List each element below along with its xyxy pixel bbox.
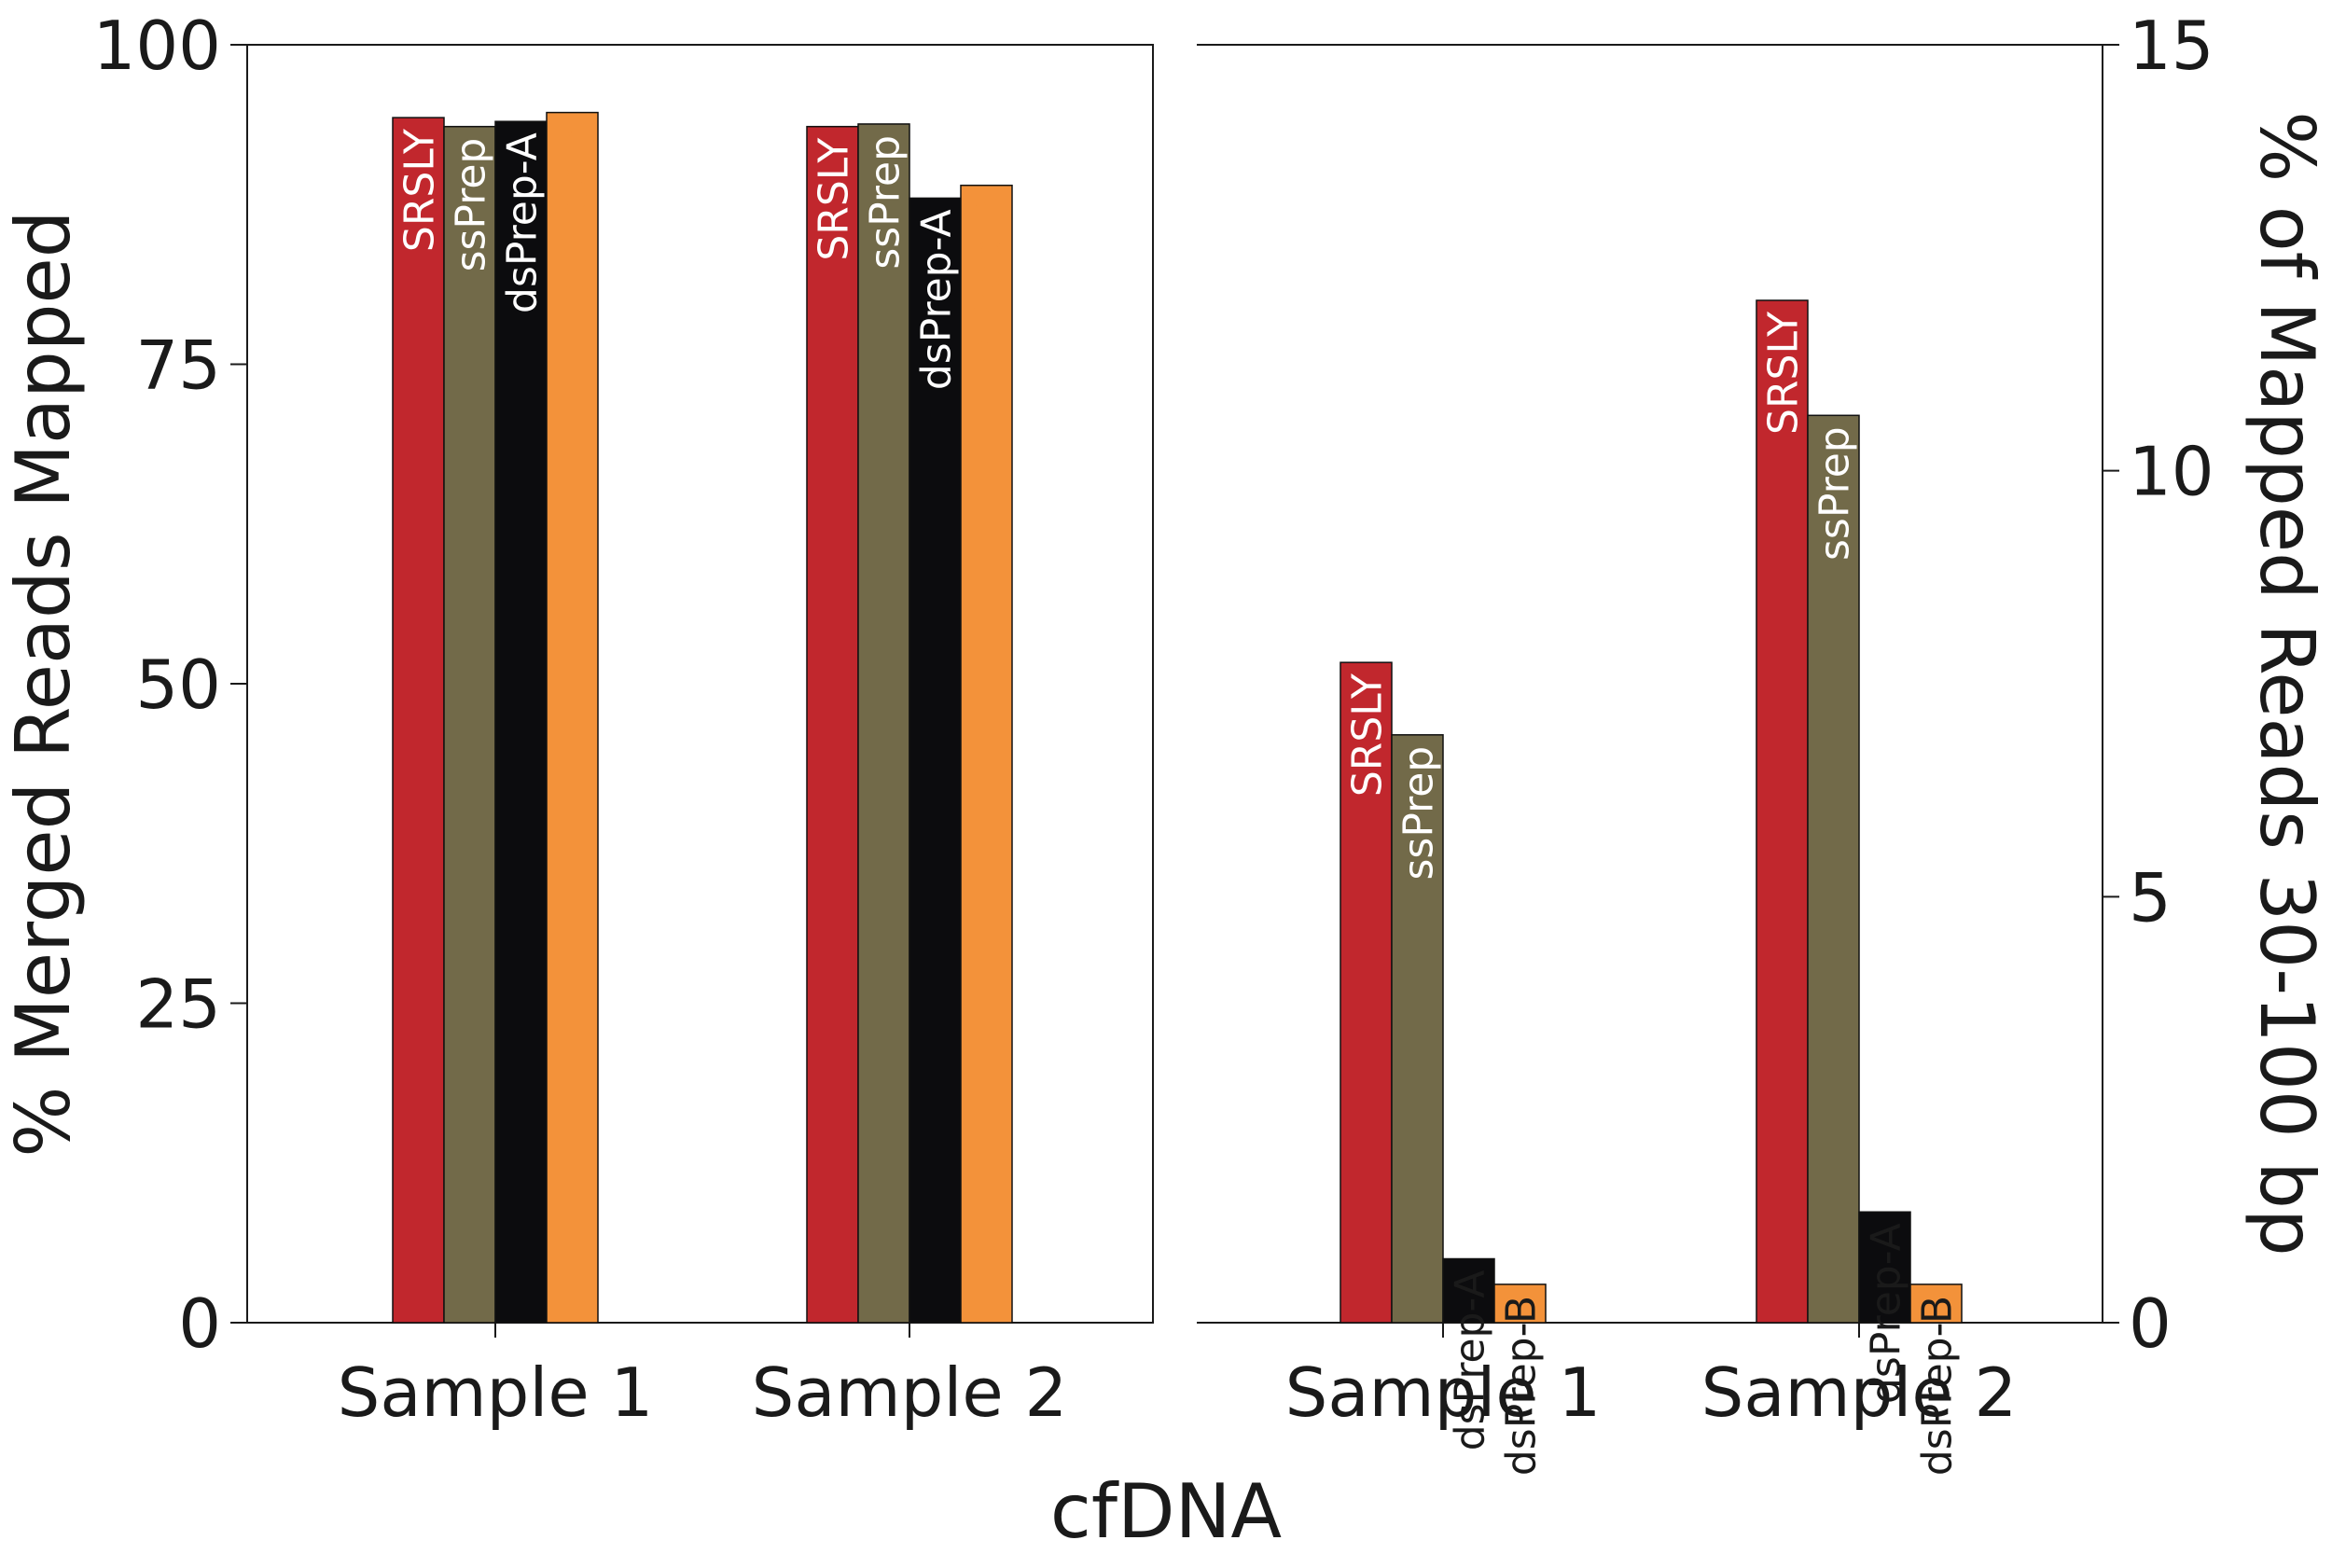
y-tick-label: 0	[178, 1284, 221, 1363]
bar-label: ssPrep	[862, 135, 909, 270]
bar-srsly	[392, 117, 445, 1324]
x-tick-label: Sample 1	[1285, 1353, 1602, 1432]
y-tick-label: 5	[2129, 858, 2172, 937]
bar-dsprep-b	[960, 184, 1013, 1324]
bar-label: SRSLY	[811, 138, 858, 261]
bar-label: ssPrep	[1395, 746, 1443, 881]
bar-dsprep-a	[1858, 1211, 1911, 1324]
bar-label: dsPrep-B	[1914, 1296, 1962, 1476]
bar-label: dsPrep-B	[965, 197, 1012, 377]
left-panel-merged-reads: 0 25 50 75 100 % Merged Reads Mapped Sample 1 S…	[0, 7, 1154, 1432]
bar-dsprep-b	[1909, 1284, 1963, 1324]
bar-label: dsPrep-B	[1498, 1296, 1546, 1476]
y-tick-label: 50	[135, 645, 221, 724]
y-tick-label: 0	[2129, 1284, 2172, 1363]
bar-dsprep-a	[1442, 1257, 1495, 1324]
bar-ssprep	[1807, 414, 1860, 1324]
y-tick-label: 100	[93, 7, 221, 85]
bar-label: SRSLY	[1344, 673, 1392, 797]
y-axis-title: % Merged Reads Mapped	[0, 210, 87, 1157]
y-tick-label: 25	[135, 965, 221, 1044]
bar-srsly	[1756, 299, 1809, 1324]
bar-ssprep	[443, 125, 496, 1324]
bar-label: ssPrep	[448, 138, 495, 272]
bar-label: dsPrep-A	[913, 209, 961, 390]
bar-label: dsPrep-A	[499, 132, 547, 313]
bar-label: ssPrep	[1811, 426, 1859, 561]
x-axis-title: cfDNA	[1050, 1468, 1283, 1555]
bar-dsprep-a	[494, 120, 548, 1324]
bar-label: SRSLY	[396, 129, 444, 252]
bar-ssprep	[857, 123, 910, 1324]
x-tick-label: Sample 2	[752, 1353, 1068, 1432]
x-tick-label: Sample 1	[338, 1353, 654, 1432]
bar-dsprep-b	[1493, 1284, 1547, 1324]
bar-dsprep-b	[546, 111, 599, 1324]
y-tick-label: 75	[135, 326, 221, 405]
right-panel-mapped-reads-30-100bp: 0 5 10 15 % of Mapped Reads 30-100 bp Sample …	[1197, 7, 2330, 1476]
bar-label: dsPrep-A	[1863, 1223, 1910, 1404]
bar-label: SRSLY	[1760, 312, 1808, 435]
y-tick-label: 10	[2129, 433, 2214, 511]
plot-frame	[246, 44, 1154, 1324]
bar-label: dsPrep-A	[1447, 1270, 1494, 1451]
bar-dsprep-a	[909, 197, 962, 1324]
x-tick-label: Sample 2	[1701, 1353, 2018, 1432]
bar-label: dsPrep-B	[550, 124, 598, 304]
y-tick-label: 15	[2129, 7, 2214, 85]
bar-srsly	[806, 125, 859, 1324]
y-axis-title: % of Mapped Reads 30-100 bp	[2243, 111, 2330, 1256]
bar-ssprep	[1391, 734, 1444, 1324]
bar-srsly	[1340, 661, 1393, 1324]
